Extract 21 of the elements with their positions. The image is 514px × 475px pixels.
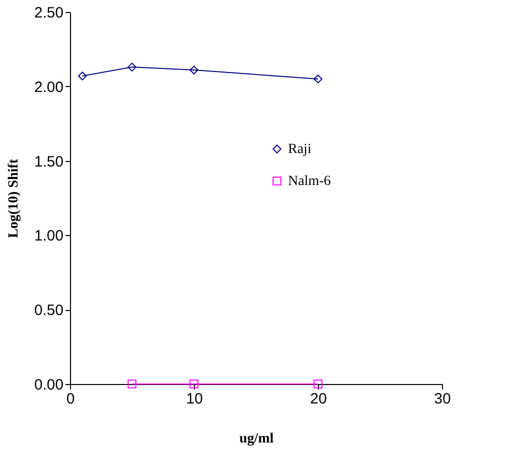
y-tick-label: 2.00 — [34, 78, 64, 96]
point — [314, 380, 322, 388]
x-tick-label: 10 — [186, 390, 203, 408]
x-tick-label: 30 — [434, 390, 451, 408]
y-tick-label: 0.00 — [34, 376, 64, 394]
y-tick-label: 0.50 — [34, 302, 64, 320]
y-tick-label: 2.50 — [34, 4, 64, 22]
point — [190, 380, 198, 388]
x-tick-label: 0 — [66, 390, 75, 408]
point — [314, 74, 322, 84]
x-tick-label: 20 — [310, 390, 327, 408]
point — [78, 72, 87, 80]
point — [190, 66, 198, 74]
y-tick-label: 1.00 — [34, 228, 64, 245]
legend-label: Raji — [288, 142, 312, 157]
legend-label: Nalm-6 — [288, 174, 331, 189]
point — [128, 62, 136, 72]
x-axis-title: ug/ml — [239, 432, 274, 446]
y-tick-label: 1.50 — [34, 153, 64, 170]
y-axis-title: Log(10) Shift — [6, 158, 22, 238]
point — [128, 380, 136, 388]
